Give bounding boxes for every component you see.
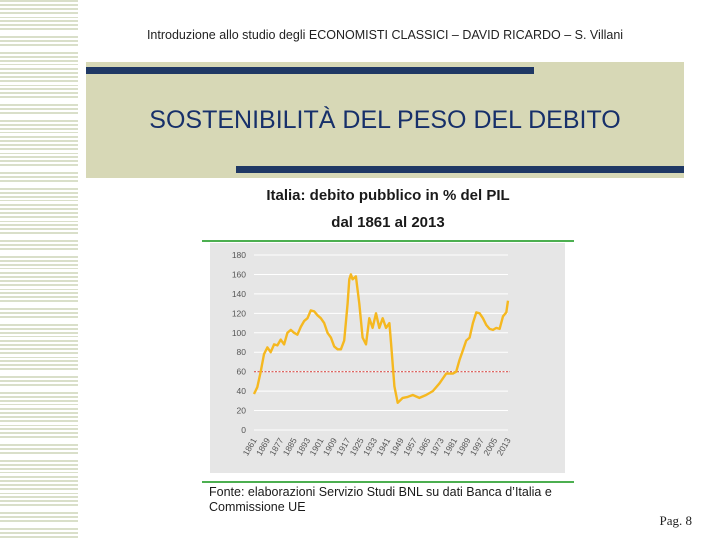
y-tick-label: 20: [237, 406, 247, 416]
title-band: [86, 62, 684, 178]
decorative-stripes: [0, 0, 78, 540]
source-line-1: Fonte: elaborazioni Servizio Studi BNL s…: [209, 485, 552, 499]
y-tick-label: 0: [241, 425, 246, 435]
plot-background: [210, 243, 565, 473]
source-note: Fonte: elaborazioni Servizio Studi BNL s…: [209, 485, 589, 515]
source-line-2: Commissione UE: [209, 500, 306, 514]
y-tick-label: 60: [237, 367, 247, 377]
y-tick-label: 140: [232, 289, 246, 299]
y-tick-label: 120: [232, 308, 246, 318]
slide-title: SOSTENIBILITÀ DEL PESO DEL DEBITO: [149, 106, 621, 134]
y-tick-label: 80: [237, 347, 247, 357]
y-tick-label: 160: [232, 269, 246, 279]
y-tick-label: 40: [237, 386, 247, 396]
y-tick-label: 100: [232, 328, 246, 338]
divider-top: [202, 240, 574, 242]
y-tick-label: 180: [232, 250, 246, 260]
slide-header: Introduzione allo studio degli ECONOMIST…: [146, 28, 624, 42]
page-number: Pag. 8: [659, 513, 693, 528]
chart-title: Italia: debito pubblico in % del PIL: [266, 187, 510, 204]
accent-bar-bottom: [236, 166, 684, 173]
accent-bar-top: [86, 67, 534, 74]
chart-subtitle: dal 1861 al 2013: [331, 214, 445, 231]
divider-bottom: [202, 481, 574, 483]
series-line: [252, 273, 510, 405]
